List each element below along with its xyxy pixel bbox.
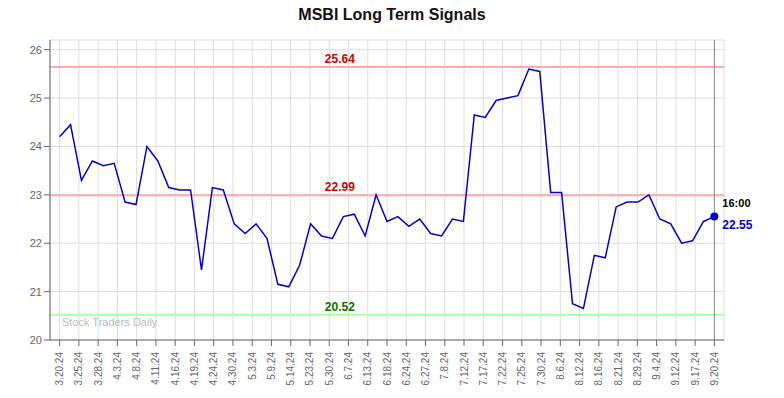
svg-text:6.27.24: 6.27.24 (420, 352, 431, 386)
svg-text:3.20.24: 3.20.24 (54, 352, 65, 386)
svg-text:26: 26 (30, 44, 42, 56)
svg-text:20: 20 (30, 334, 42, 346)
svg-text:8.21.24: 8.21.24 (613, 352, 624, 386)
svg-text:24: 24 (30, 140, 42, 152)
svg-text:5.30.24: 5.30.24 (324, 352, 335, 386)
svg-text:4.30.24: 4.30.24 (227, 352, 238, 386)
svg-text:8.29.24: 8.29.24 (632, 352, 643, 386)
svg-text:23: 23 (30, 189, 42, 201)
svg-text:7.8.24: 7.8.24 (439, 352, 450, 380)
svg-text:20.52: 20.52 (325, 300, 355, 314)
svg-text:4.16.24: 4.16.24 (170, 352, 181, 386)
svg-text:6.24.24: 6.24.24 (401, 352, 412, 386)
svg-text:7.25.24: 7.25.24 (516, 352, 527, 386)
svg-text:21: 21 (30, 286, 42, 298)
svg-text:6.18.24: 6.18.24 (382, 352, 393, 386)
svg-text:5.3.24: 5.3.24 (247, 352, 258, 380)
svg-text:8.16.24: 8.16.24 (593, 352, 604, 386)
svg-text:6.13.24: 6.13.24 (362, 352, 373, 386)
svg-text:25: 25 (30, 92, 42, 104)
svg-text:7.22.24: 7.22.24 (497, 352, 508, 386)
svg-text:5.14.24: 5.14.24 (285, 352, 296, 386)
svg-text:4.19.24: 4.19.24 (189, 352, 200, 386)
svg-text:4.11.24: 4.11.24 (150, 352, 161, 385)
html-text:Stock Traders Daily: Stock Traders Daily (62, 316, 158, 328)
svg-text:22.55: 22.55 (722, 218, 752, 232)
svg-text:3.25.24: 3.25.24 (73, 352, 84, 386)
svg-text:22.99: 22.99 (325, 180, 355, 194)
svg-text:5.23.24: 5.23.24 (304, 352, 315, 386)
svg-text:7.12.24: 7.12.24 (459, 352, 470, 386)
svg-text:8.6.24: 8.6.24 (555, 352, 566, 380)
svg-text:4.24.24: 4.24.24 (208, 352, 219, 386)
svg-text:9.4.24: 9.4.24 (651, 352, 662, 380)
svg-text:5.9.24: 5.9.24 (266, 352, 277, 380)
svg-text:7.17.24: 7.17.24 (478, 352, 489, 386)
svg-text:4.8.24: 4.8.24 (131, 352, 142, 380)
svg-text:22: 22 (30, 237, 42, 249)
svg-text:4.3.24: 4.3.24 (112, 352, 123, 380)
svg-text:8.12.24: 8.12.24 (574, 352, 585, 386)
svg-text:16:00: 16:00 (722, 197, 750, 209)
svg-text:6.7.24: 6.7.24 (343, 352, 354, 380)
html-text:MSBI Long Term Signals: MSBI Long Term Signals (298, 6, 486, 23)
svg-text:9.12.24: 9.12.24 (670, 352, 681, 386)
svg-text:9.20.24: 9.20.24 (709, 352, 720, 386)
svg-text:3.28.24: 3.28.24 (93, 352, 104, 386)
svg-text:7.30.24: 7.30.24 (536, 352, 547, 386)
svg-text:9.17.24: 9.17.24 (690, 352, 701, 386)
svg-text:25.64: 25.64 (325, 52, 355, 66)
